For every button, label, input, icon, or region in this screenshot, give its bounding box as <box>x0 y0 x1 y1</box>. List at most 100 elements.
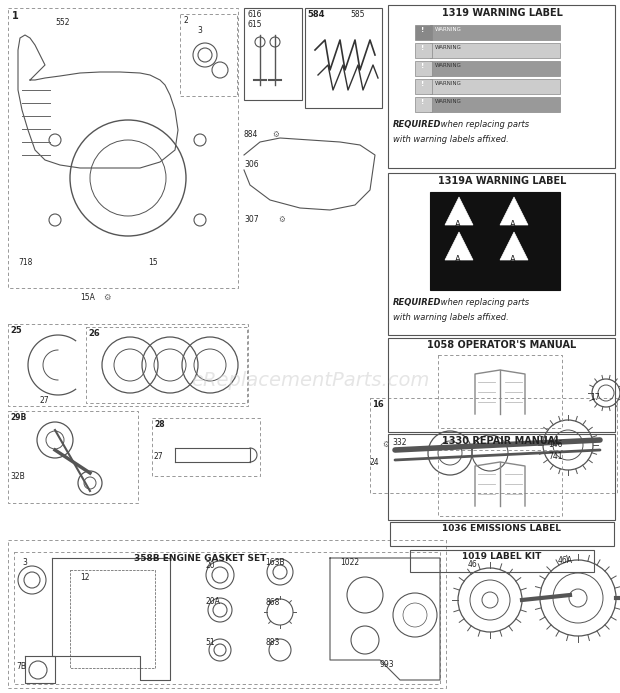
Text: REQUIRED: REQUIRED <box>393 120 441 129</box>
Text: 28: 28 <box>154 420 165 429</box>
Bar <box>370 398 617 493</box>
Text: A: A <box>455 255 461 264</box>
Bar <box>415 97 432 112</box>
Text: !: ! <box>421 45 424 51</box>
Bar <box>388 434 615 520</box>
Bar <box>388 5 615 168</box>
Text: 358B ENGINE GASKET SET: 358B ENGINE GASKET SET <box>134 554 266 563</box>
Text: 718: 718 <box>18 258 32 267</box>
Text: 25: 25 <box>10 326 22 335</box>
Polygon shape <box>500 197 528 225</box>
Text: 32B: 32B <box>10 472 25 481</box>
Text: 26: 26 <box>88 329 100 338</box>
Bar <box>388 338 615 432</box>
Polygon shape <box>445 197 473 225</box>
Bar <box>8 540 446 688</box>
Text: when replacing parts: when replacing parts <box>438 120 529 129</box>
Text: when replacing parts: when replacing parts <box>438 298 529 307</box>
Bar <box>390 522 614 546</box>
Bar <box>415 25 432 40</box>
Text: 20: 20 <box>205 561 215 570</box>
Text: !: ! <box>421 99 424 105</box>
Text: eReplacementParts.com: eReplacementParts.com <box>191 371 429 389</box>
Bar <box>244 8 302 100</box>
Text: !: ! <box>421 27 424 33</box>
Text: 993: 993 <box>380 660 394 669</box>
Bar <box>430 43 560 58</box>
Text: 1058 OPERATOR'S MANUAL: 1058 OPERATOR'S MANUAL <box>427 340 577 350</box>
Text: 306: 306 <box>244 160 259 169</box>
Text: with warning labels affixed.: with warning labels affixed. <box>393 313 509 322</box>
Text: 1: 1 <box>12 11 19 21</box>
Text: !: ! <box>421 63 424 69</box>
Text: ⚙: ⚙ <box>103 293 110 302</box>
Text: 1319 WARNING LABEL: 1319 WARNING LABEL <box>441 8 562 18</box>
Text: 1019 LABEL KIT: 1019 LABEL KIT <box>463 552 542 561</box>
Text: 1036 EMISSIONS LABEL: 1036 EMISSIONS LABEL <box>443 524 562 533</box>
Bar <box>438 355 562 428</box>
Bar <box>8 411 138 503</box>
Text: !: ! <box>421 81 424 87</box>
Text: 616: 616 <box>247 10 262 19</box>
Text: A: A <box>510 255 516 264</box>
Text: A: A <box>510 220 516 229</box>
Text: 20A: 20A <box>205 597 220 606</box>
Text: 24: 24 <box>370 458 379 467</box>
Bar <box>430 97 560 112</box>
Bar <box>438 450 562 516</box>
Text: A: A <box>455 220 461 229</box>
Text: 27: 27 <box>40 396 50 405</box>
Text: WARNING: WARNING <box>435 81 462 86</box>
Bar <box>86 327 247 403</box>
Text: 2: 2 <box>183 16 188 25</box>
Bar <box>430 25 560 40</box>
Text: with warning labels affixed.: with warning labels affixed. <box>393 135 509 144</box>
Text: 27: 27 <box>154 452 164 461</box>
Text: 1022: 1022 <box>340 558 359 567</box>
Text: 46A: 46A <box>558 556 573 565</box>
Bar <box>14 552 440 684</box>
Text: 584: 584 <box>307 10 324 19</box>
Text: 1330 REPAIR MANUAL: 1330 REPAIR MANUAL <box>443 436 562 446</box>
Text: 15A: 15A <box>80 293 95 302</box>
Text: WARNING: WARNING <box>435 63 462 68</box>
Text: 741: 741 <box>548 452 562 461</box>
Text: ⚙: ⚙ <box>278 215 285 224</box>
Text: ⚙: ⚙ <box>272 130 279 139</box>
Bar <box>410 550 594 572</box>
Text: 332: 332 <box>392 438 407 447</box>
Text: WARNING: WARNING <box>435 27 462 32</box>
Text: 552: 552 <box>55 18 69 27</box>
Text: WARNING: WARNING <box>435 45 462 50</box>
Text: REQUIRED: REQUIRED <box>393 298 441 307</box>
Text: 3: 3 <box>22 558 27 567</box>
Bar <box>415 79 432 94</box>
Text: 17: 17 <box>590 393 600 402</box>
Bar <box>415 43 432 58</box>
Text: 12: 12 <box>80 573 89 582</box>
Text: 46: 46 <box>468 560 478 569</box>
Text: 884: 884 <box>244 130 259 139</box>
Text: 163B: 163B <box>265 558 285 567</box>
Bar <box>388 173 615 335</box>
Text: 1319A WARNING LABEL: 1319A WARNING LABEL <box>438 176 566 186</box>
Polygon shape <box>500 232 528 260</box>
Text: 15: 15 <box>148 258 157 267</box>
Bar <box>8 8 238 288</box>
Bar <box>8 324 248 406</box>
Text: 615: 615 <box>247 20 262 29</box>
Text: WARNING: WARNING <box>435 99 462 104</box>
Text: ⚙: ⚙ <box>382 440 389 449</box>
Bar <box>430 61 560 76</box>
Bar <box>430 192 560 290</box>
Bar <box>415 61 432 76</box>
Text: 3: 3 <box>197 26 202 35</box>
Bar <box>430 79 560 94</box>
Text: 307: 307 <box>244 215 259 224</box>
Text: 29B: 29B <box>10 413 26 422</box>
Text: 883: 883 <box>265 638 280 647</box>
Text: 585: 585 <box>350 10 365 19</box>
Text: 7B: 7B <box>16 662 26 671</box>
Text: 146: 146 <box>548 440 562 449</box>
Text: 16: 16 <box>372 400 384 409</box>
